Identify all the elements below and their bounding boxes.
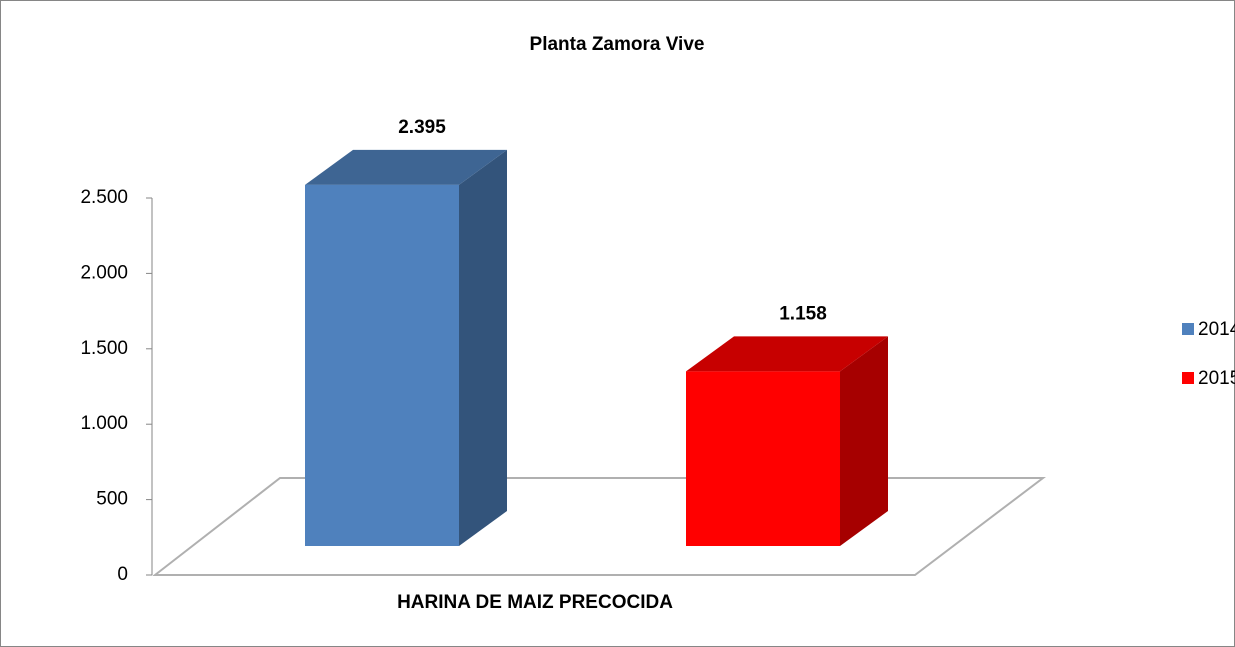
legend-label: 2014 [1198,319,1235,340]
chart-title: Planta Zamora Vive [530,34,705,55]
bar-top [686,336,888,372]
value-label: 1.158 [779,303,827,324]
bar-side [459,149,507,547]
y-tick-label: 0 [117,564,128,585]
bar [305,184,459,547]
y-tick-label: 1.500 [80,338,128,359]
legend-swatch [1182,372,1194,384]
y-tick-label: 500 [96,489,128,510]
bar-top [305,149,507,185]
legend-swatch [1182,323,1194,335]
y-tick-label: 2.500 [80,187,128,208]
floor [152,477,1046,576]
value-label: 2.395 [398,117,446,138]
bar [686,371,840,546]
y-tick-label: 1.000 [80,413,128,434]
x-tick-label: HARINA DE MAIZ PRECOCIDA [397,592,673,613]
legend-label: 2015 [1198,368,1235,389]
bar-side [840,336,888,546]
y-tick-label: 2.000 [80,262,128,283]
